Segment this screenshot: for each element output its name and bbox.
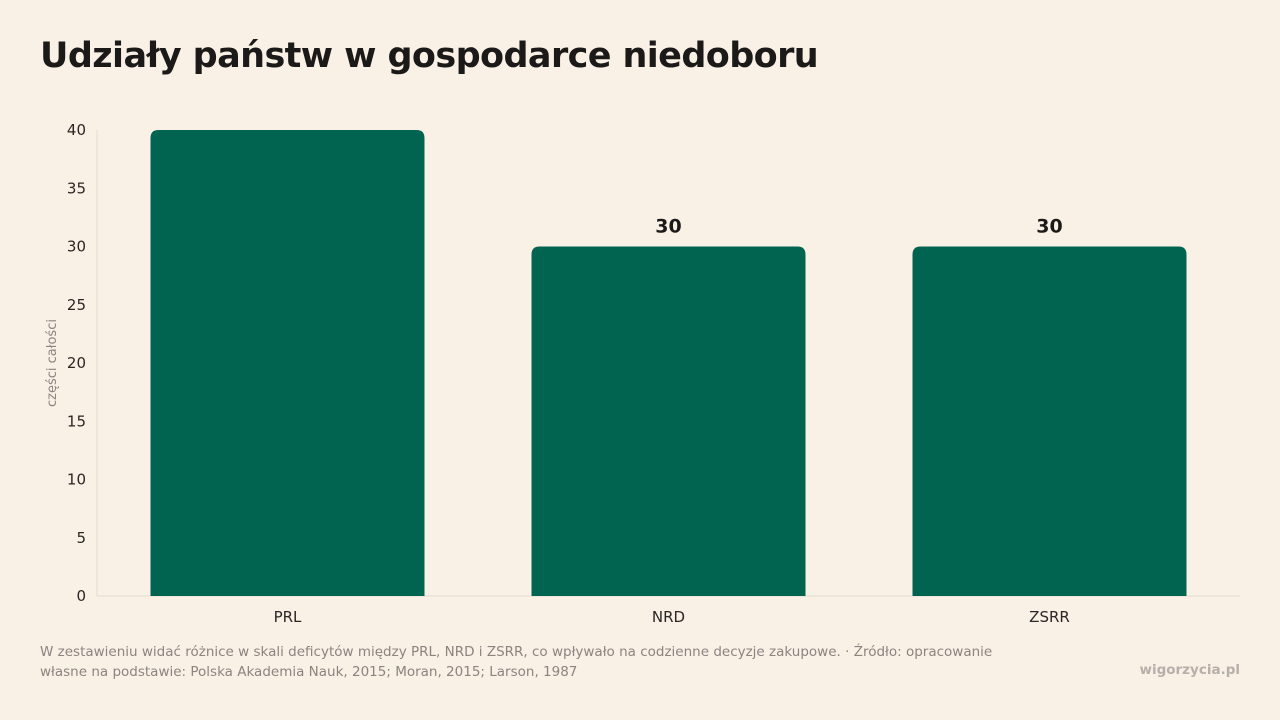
bar-prl xyxy=(150,130,425,596)
source-note: W zestawieniu widać różnice w skali defi… xyxy=(40,644,993,680)
y-axis-label: części całości xyxy=(45,319,60,407)
data-label: 30 xyxy=(1036,216,1062,238)
bar-labels: 30 30 xyxy=(655,216,1062,238)
y-axis: 0 5 10 15 20 25 30 35 40 xyxy=(67,121,98,605)
y-tick-label: 5 xyxy=(76,529,86,547)
y-tick-label: 30 xyxy=(67,238,86,256)
bar-chart: 0 5 10 15 20 25 30 35 40 PRL NRD ZSRR 30 30 części … xyxy=(45,121,1240,626)
x-tick-label: PRL xyxy=(274,608,302,626)
y-tick-label: 40 xyxy=(67,121,86,139)
chart-title: Udziały państw w gospodarce niedoboru xyxy=(40,36,819,76)
y-tick-label: 35 xyxy=(67,179,86,197)
bar-nrd xyxy=(531,246,806,596)
y-tick-label: 15 xyxy=(67,412,86,430)
brand-logo-text: wigorzycia.pl xyxy=(1139,662,1240,678)
y-tick-label: 10 xyxy=(67,471,86,489)
y-tick-label: 25 xyxy=(67,296,86,314)
x-axis: PRL NRD ZSRR xyxy=(97,595,1240,626)
y-tick-label: 20 xyxy=(67,354,86,372)
y-tick-label: 0 xyxy=(76,587,86,605)
bar-zsrr xyxy=(912,246,1187,596)
data-label: 30 xyxy=(655,216,681,238)
bars xyxy=(150,130,1187,596)
x-tick-label: ZSRR xyxy=(1029,608,1070,626)
x-tick-label: NRD xyxy=(652,608,685,626)
